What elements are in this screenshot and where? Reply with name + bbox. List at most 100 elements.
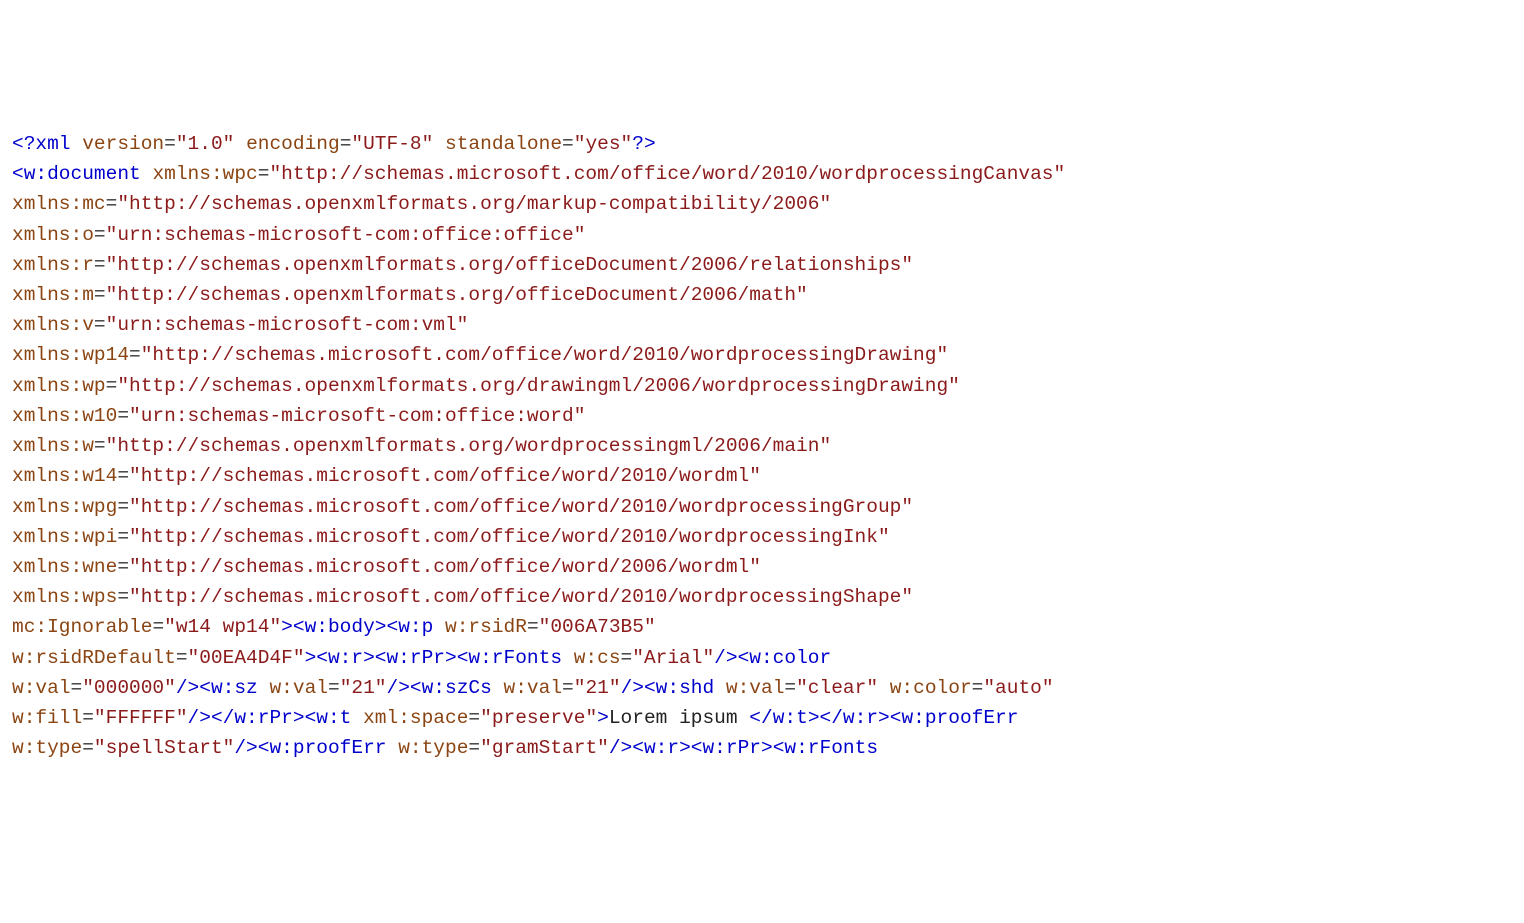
xml-attr-name: xmlns:wpc bbox=[152, 163, 257, 185]
xml-equals: = bbox=[621, 647, 633, 669]
xml-bracket: >< bbox=[679, 737, 702, 759]
xml-text bbox=[234, 133, 246, 155]
xml-equals: = bbox=[117, 496, 129, 518]
xml-equals: = bbox=[562, 677, 574, 699]
xml-attr-name: version bbox=[82, 133, 164, 155]
xml-tag-name: w:rFonts bbox=[784, 737, 878, 759]
xml-attr-value: "http://schemas.openxmlformats.org/marku… bbox=[117, 193, 831, 215]
xml-bracket: />< bbox=[234, 737, 269, 759]
xml-attr-name: xmlns:w14 bbox=[12, 465, 117, 487]
xml-equals: = bbox=[129, 344, 141, 366]
xml-attr-value: "http://schemas.microsoft.com/office/wor… bbox=[269, 163, 1065, 185]
xml-attr-value: "gramStart" bbox=[480, 737, 609, 759]
xml-bracket: < bbox=[12, 163, 24, 185]
xml-tag-name: w:document bbox=[24, 163, 141, 185]
xml-attr-name: xmlns:w bbox=[12, 435, 94, 457]
xml-tag-name: w:p bbox=[398, 616, 433, 638]
xml-attr-name: xmlns:mc bbox=[12, 193, 106, 215]
xml-tag-name: w:sz bbox=[211, 677, 258, 699]
xml-text bbox=[714, 677, 726, 699]
xml-attr-name: xmlns:o bbox=[12, 224, 94, 246]
xml-attr-value: "urn:schemas-microsoft-com:vml" bbox=[106, 314, 469, 336]
xml-equals: = bbox=[117, 556, 129, 578]
xml-attr-name: w:cs bbox=[574, 647, 621, 669]
xml-bracket: />< bbox=[621, 677, 656, 699]
xml-attr-name: xmlns:wpg bbox=[12, 496, 117, 518]
xml-bracket: >< bbox=[281, 616, 304, 638]
xml-attr-name: xmlns:wp14 bbox=[12, 344, 129, 366]
xml-equals: = bbox=[117, 405, 129, 427]
xml-equals: = bbox=[117, 526, 129, 548]
xml-tag-name: w:rPr bbox=[234, 707, 293, 729]
xml-attr-value: "urn:schemas-microsoft-com:office:word" bbox=[129, 405, 585, 427]
xml-text bbox=[492, 677, 504, 699]
xml-attr-name: w:val bbox=[12, 677, 71, 699]
xml-attr-name: xmlns:w10 bbox=[12, 405, 117, 427]
xml-attr-value: "http://schemas.openxmlformats.org/drawi… bbox=[117, 375, 960, 397]
xml-bracket: >< bbox=[305, 647, 328, 669]
xml-code-block[interactable]: <?xml version="1.0" encoding="UTF-8" sta… bbox=[12, 129, 1512, 764]
xml-attr-name: w:val bbox=[269, 677, 328, 699]
xml-tag-name: w:r bbox=[843, 707, 878, 729]
xml-attr-value: "http://schemas.microsoft.com/office/wor… bbox=[129, 556, 761, 578]
xml-attr-name: w:rsidRDefault bbox=[12, 647, 176, 669]
xml-attr-name: w:type bbox=[398, 737, 468, 759]
xml-attr-value: "FFFFFF" bbox=[94, 707, 188, 729]
xml-equals: = bbox=[468, 707, 480, 729]
xml-text bbox=[878, 677, 890, 699]
xml-equals: = bbox=[468, 737, 480, 759]
xml-bracket: ></ bbox=[808, 707, 843, 729]
xml-bracket: > bbox=[597, 707, 609, 729]
xml-tag-name: w:szCs bbox=[422, 677, 492, 699]
xml-attr-name: xmlns:wpi bbox=[12, 526, 117, 548]
xml-attr-value: "http://schemas.microsoft.com/office/wor… bbox=[129, 496, 913, 518]
xml-attr-value: "http://schemas.openxmlformats.org/offic… bbox=[106, 284, 808, 306]
xml-attr-value: "006A73B5" bbox=[539, 616, 656, 638]
xml-attr-value: "UTF-8" bbox=[351, 133, 433, 155]
xml-equals: = bbox=[117, 586, 129, 608]
xml-equals: = bbox=[94, 224, 106, 246]
xml-attr-value: "Arial" bbox=[632, 647, 714, 669]
xml-attr-name: w:fill bbox=[12, 707, 82, 729]
xml-equals: = bbox=[258, 163, 270, 185]
xml-bracket: />< bbox=[176, 677, 211, 699]
xml-attr-value: "21" bbox=[340, 677, 387, 699]
xml-text: Lorem ipsum bbox=[609, 707, 749, 729]
xml-text bbox=[387, 737, 399, 759]
xml-attr-name: standalone bbox=[445, 133, 562, 155]
xml-tag-name: w:rPr bbox=[702, 737, 761, 759]
xml-bracket: </ bbox=[749, 707, 772, 729]
xml-equals: = bbox=[94, 284, 106, 306]
xml-attr-name: w:rsidR bbox=[445, 616, 527, 638]
xml-bracket: />< bbox=[714, 647, 749, 669]
xml-equals: = bbox=[164, 133, 176, 155]
xml-equals: = bbox=[106, 193, 118, 215]
xml-tag-name: w:t bbox=[773, 707, 808, 729]
xml-text bbox=[141, 163, 153, 185]
xml-attr-name: w:color bbox=[890, 677, 972, 699]
xml-bracket: >< bbox=[375, 616, 398, 638]
xml-bracket: >< bbox=[293, 707, 316, 729]
xml-equals: = bbox=[176, 647, 188, 669]
xml-attr-value: "preserve" bbox=[480, 707, 597, 729]
xml-attr-value: "http://schemas.microsoft.com/office/wor… bbox=[129, 526, 890, 548]
xml-bracket: /></ bbox=[188, 707, 235, 729]
xml-attr-value: "000000" bbox=[82, 677, 176, 699]
xml-attr-value: "urn:schemas-microsoft-com:office:office… bbox=[106, 224, 586, 246]
xml-text bbox=[433, 616, 445, 638]
xml-equals: = bbox=[106, 375, 118, 397]
xml-prolog: <?xml bbox=[12, 133, 71, 155]
xml-attr-name: w:val bbox=[726, 677, 785, 699]
xml-tag-name: w:r bbox=[328, 647, 363, 669]
xml-bracket: >< bbox=[363, 647, 386, 669]
xml-attr-value: "http://schemas.microsoft.com/office/wor… bbox=[141, 344, 948, 366]
xml-equals: = bbox=[82, 707, 94, 729]
xml-tag-name: w:rFonts bbox=[468, 647, 562, 669]
xml-text bbox=[71, 133, 83, 155]
xml-equals: = bbox=[82, 737, 94, 759]
xml-attr-value: "yes" bbox=[574, 133, 633, 155]
xml-attr-value: "w14 wp14" bbox=[164, 616, 281, 638]
xml-attr-value: "http://schemas.openxmlformats.org/offic… bbox=[106, 254, 913, 276]
xml-bracket: />< bbox=[609, 737, 644, 759]
xml-tag-name: w:rPr bbox=[386, 647, 445, 669]
